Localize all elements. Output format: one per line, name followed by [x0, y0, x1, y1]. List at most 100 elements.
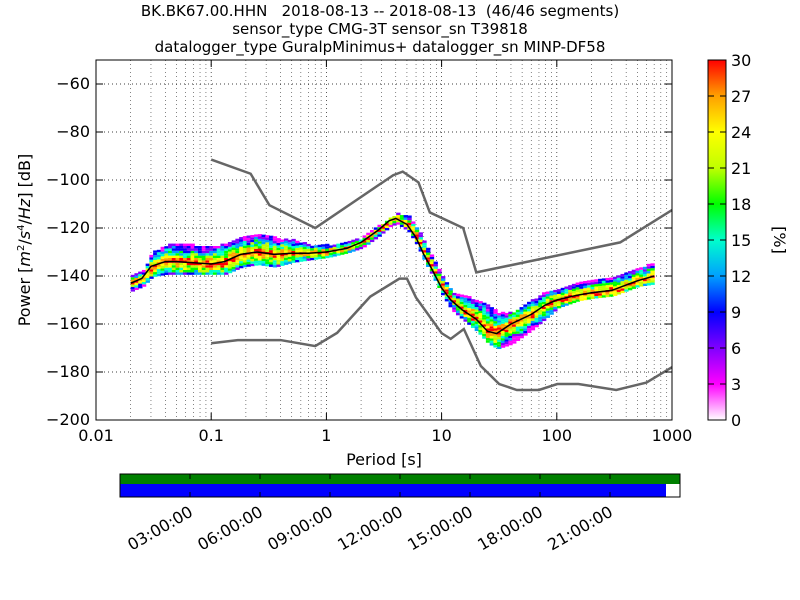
- heatmap-cell: [627, 273, 633, 276]
- heatmap-cell: [493, 311, 498, 314]
- heatmap-cell: [455, 312, 461, 316]
- heatmap-cell: [613, 283, 618, 287]
- heatmap-cell: [261, 263, 266, 266]
- heatmap-cell: [186, 246, 192, 249]
- heatmap-cell: [489, 323, 494, 327]
- heatmap-cell: [224, 258, 229, 261]
- heatmap-cell: [171, 248, 177, 251]
- heatmap-cell: [269, 242, 274, 246]
- heatmap-cell: [239, 239, 244, 242]
- heatmap-cell: [194, 255, 199, 258]
- heatmap-cell: [556, 303, 562, 306]
- heatmap-cell: [594, 288, 599, 292]
- heatmap-cell: [362, 242, 367, 245]
- heatmap-cell: [485, 318, 491, 322]
- heatmap-cell: [366, 237, 371, 240]
- timeline-tick-label: 09:00:00: [264, 502, 336, 554]
- heatmap-cell: [190, 272, 195, 275]
- heatmap-cell: [545, 310, 551, 314]
- heatmap-cell: [418, 244, 423, 247]
- heatmap-cell: [493, 313, 498, 317]
- colorbar-tick-label: 6: [731, 339, 741, 358]
- heatmap-cell: [399, 215, 405, 218]
- heatmap-cell: [190, 248, 195, 251]
- heatmap-cell: [482, 305, 487, 308]
- heatmap-cell: [534, 303, 539, 306]
- heatmap-cell: [205, 267, 210, 270]
- heatmap-cell: [441, 278, 446, 281]
- heatmap-cell: [141, 281, 147, 285]
- heatmap-cell: [538, 321, 543, 325]
- heatmap-cell: [362, 235, 367, 238]
- heatmap-cell: [556, 289, 562, 292]
- heatmap-cell: [257, 243, 263, 247]
- heatmap-cell: [444, 282, 450, 285]
- heatmap-cell: [355, 238, 360, 241]
- heatmap-cell: [280, 249, 285, 252]
- heatmap-cell: [295, 247, 300, 251]
- heatmap-cell: [186, 260, 192, 263]
- heatmap-cell: [512, 341, 517, 344]
- heatmap-cell: [216, 272, 222, 275]
- y-tick-label: −180: [46, 362, 90, 381]
- heatmap-cell: [553, 297, 558, 300]
- heatmap-cell: [153, 250, 158, 253]
- heatmap-cell: [493, 328, 498, 331]
- heatmap-cell: [504, 317, 509, 321]
- heatmap-cell: [497, 327, 502, 330]
- heatmap-cell: [325, 246, 330, 249]
- heatmap-cell: [493, 321, 498, 324]
- heatmap-cell: [168, 253, 173, 256]
- heatmap-cell: [310, 250, 315, 253]
- heatmap-cell: [463, 312, 468, 315]
- heatmap-cell: [310, 252, 315, 256]
- heatmap-cell: [257, 260, 263, 263]
- heatmap-cell: [183, 270, 188, 273]
- heatmap-cell: [541, 309, 547, 312]
- heatmap-cell: [620, 278, 625, 282]
- heatmap-cell: [216, 262, 222, 266]
- heatmap-cell: [269, 264, 274, 267]
- heatmap-cell: [571, 291, 577, 294]
- heatmap-cell: [590, 282, 595, 285]
- heatmap-cell: [332, 254, 337, 257]
- heatmap-cell: [246, 242, 251, 246]
- heatmap-cell: [598, 295, 603, 299]
- heatmap-cell: [313, 245, 319, 248]
- heatmap-cell: [313, 247, 319, 251]
- heatmap-cell: [489, 319, 494, 322]
- processed-coverage-bar: [120, 484, 666, 497]
- heatmap-cell: [265, 256, 270, 260]
- heatmap-cell: [407, 222, 412, 226]
- heatmap-cell: [489, 316, 494, 320]
- heatmap-cell: [235, 245, 240, 249]
- heatmap-cell: [265, 261, 270, 264]
- heatmap-cell: [429, 266, 435, 269]
- heatmap-cell: [545, 301, 551, 304]
- heatmap-cell: [276, 257, 281, 260]
- heatmap-cell: [272, 260, 278, 263]
- heatmap-cell: [261, 258, 266, 262]
- heatmap-cell: [538, 314, 543, 317]
- heatmap-cell: [201, 248, 207, 251]
- heatmap-cell: [205, 255, 210, 258]
- heatmap-cell: [594, 279, 599, 282]
- heatmap-cell: [384, 227, 390, 231]
- heatmap-cell: [571, 295, 577, 299]
- heatmap-cell: [613, 293, 618, 296]
- y-ticks: −200 −180 −160 −140 −120 −100 −80 −60: [46, 74, 672, 429]
- heatmap-cell: [168, 258, 173, 261]
- heatmap-cell: [605, 287, 610, 290]
- heatmap-cell: [209, 248, 214, 251]
- heatmap-cell: [530, 301, 536, 304]
- heatmap-cell: [351, 246, 356, 250]
- heatmap-cell: [197, 246, 203, 249]
- heatmap-cell: [231, 249, 236, 253]
- heatmap-cell: [347, 248, 352, 251]
- heatmap-cell: [538, 295, 543, 298]
- heatmap-cell: [452, 295, 457, 298]
- heatmap-cell: [231, 259, 236, 262]
- heatmap-cell: [291, 260, 296, 263]
- heatmap-cell: [403, 215, 408, 218]
- heatmap-cell: [429, 271, 435, 274]
